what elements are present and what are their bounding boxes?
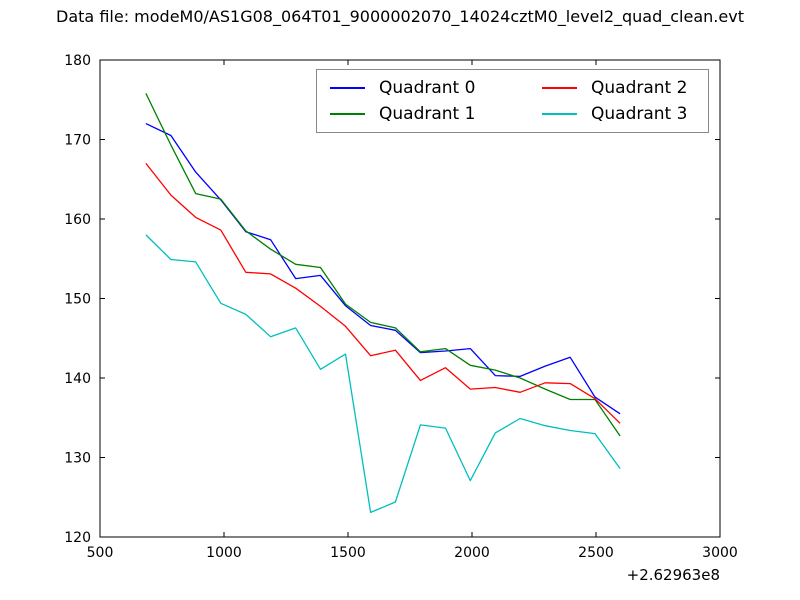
x-tick-label: 2000 xyxy=(454,545,490,561)
legend-line-sample-quadrant-2 xyxy=(542,87,577,89)
legend-item-quadrant-3: Quadrant 3 xyxy=(542,104,708,124)
x-tick-label: 2500 xyxy=(578,545,614,561)
legend-label: Quadrant 3 xyxy=(591,104,688,124)
y-tick-label: 160 xyxy=(64,212,91,228)
x-tick-label: 1500 xyxy=(330,545,366,561)
y-tick-label: 170 xyxy=(64,133,91,149)
y-tick-label: 150 xyxy=(64,292,91,308)
y-tick-label: 120 xyxy=(64,530,91,546)
legend-item-quadrant-2: Quadrant 2 xyxy=(542,78,708,98)
y-tick-label: 130 xyxy=(64,451,91,467)
legend-box: Quadrant 0 Quadrant 2 Quadrant 1 Quadran… xyxy=(316,69,709,133)
legend-label: Quadrant 1 xyxy=(379,104,476,124)
legend-line-sample-quadrant-3 xyxy=(542,113,577,115)
x-tick-label: 500 xyxy=(87,545,114,561)
x-axis-offset-label: +2.62963e8 xyxy=(627,566,720,584)
series-line-quadrant-2 xyxy=(145,162,621,424)
legend-label: Quadrant 2 xyxy=(591,78,688,98)
legend-line-sample-quadrant-0 xyxy=(330,87,365,89)
series-line-quadrant-1 xyxy=(145,93,621,437)
chart-title: Data file: modeM0/AS1G08_064T01_90000020… xyxy=(56,7,744,26)
x-tick-label: 1000 xyxy=(206,545,242,561)
legend-item-quadrant-1: Quadrant 1 xyxy=(330,104,542,124)
series-line-quadrant-3 xyxy=(145,234,621,514)
y-tick-label: 180 xyxy=(64,53,91,69)
y-tick-label: 140 xyxy=(64,371,91,387)
legend-item-quadrant-0: Quadrant 0 xyxy=(330,78,542,98)
legend-line-sample-quadrant-1 xyxy=(330,113,365,115)
x-tick-label: 3000 xyxy=(702,545,738,561)
legend-label: Quadrant 0 xyxy=(379,78,476,98)
series-line-quadrant-0 xyxy=(145,123,621,415)
